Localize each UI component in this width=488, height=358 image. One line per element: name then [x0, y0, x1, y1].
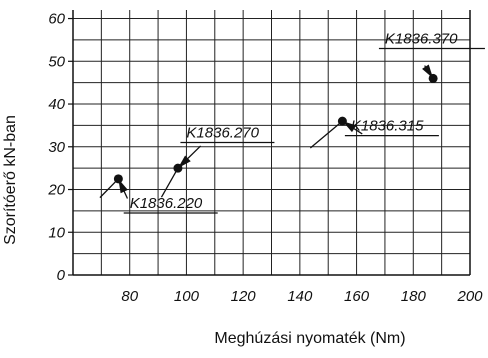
- y-tick-label: 60: [48, 11, 65, 28]
- x-axis-label: Meghúzási nyomaték (Nm): [214, 330, 406, 347]
- x-tick-label: 140: [287, 288, 313, 305]
- y-tick-label: 30: [48, 139, 65, 156]
- tick-labels: 80 100 120 140 160 180 200 0 10 20 30 40 50 60: [47, 11, 483, 305]
- y-axis-label: Szorítóerő kN-ban: [2, 115, 19, 245]
- x-tick-label: 120: [231, 288, 257, 305]
- y-tick-label: 20: [47, 182, 65, 199]
- point-label: K1836.220: [130, 195, 203, 212]
- y-tick-label: 10: [48, 224, 65, 241]
- y-axis-label-box: Szorítóerő kN-ban: [0, 70, 22, 290]
- x-tick-label: 180: [401, 288, 427, 305]
- point-label: K1836.270: [186, 125, 259, 142]
- y-tick-label: 40: [48, 96, 65, 113]
- x-tick-label: 100: [174, 288, 200, 305]
- point-label: K1836.315: [351, 118, 424, 135]
- data-point: [173, 163, 183, 173]
- point-label: K1836.370: [385, 30, 458, 47]
- data-marks: K1836.220 K1836.270 K1836.315 K1836.370: [99, 30, 485, 214]
- x-tick-label: 160: [344, 288, 370, 305]
- y-tick-label: 0: [57, 267, 66, 284]
- x-tick-label: 200: [456, 288, 483, 305]
- data-point: [337, 116, 347, 126]
- axes: [68, 10, 471, 276]
- y-tick-label: 50: [48, 53, 65, 70]
- data-point: [428, 73, 438, 83]
- x-tick-label: 80: [121, 288, 138, 305]
- trend-segment: [309, 120, 343, 149]
- data-point: [113, 174, 123, 184]
- trend-segment: [160, 167, 179, 198]
